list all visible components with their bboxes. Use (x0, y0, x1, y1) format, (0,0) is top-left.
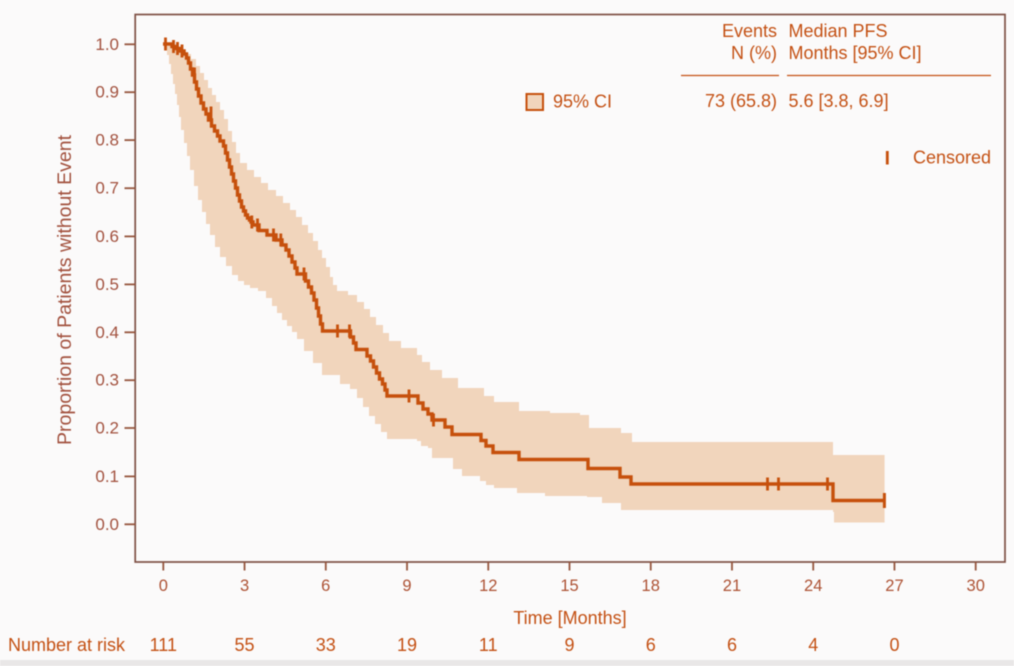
svg-text:111: 111 (150, 635, 177, 655)
svg-text:Events: Events (722, 21, 777, 41)
svg-text:0.3: 0.3 (95, 371, 119, 390)
svg-text:19: 19 (397, 635, 417, 655)
svg-text:0: 0 (889, 635, 899, 655)
svg-text:Number at risk: Number at risk (8, 635, 126, 655)
svg-text:12: 12 (479, 577, 497, 595)
svg-text:1.0: 1.0 (95, 35, 119, 54)
svg-text:Months [95% CI]: Months [95% CI] (789, 43, 922, 63)
svg-text:33: 33 (316, 635, 336, 655)
svg-text:0.7: 0.7 (95, 179, 119, 198)
svg-text:4: 4 (808, 635, 818, 655)
svg-text:30: 30 (967, 577, 985, 595)
svg-text:0: 0 (159, 577, 168, 595)
svg-text:Censored: Censored (913, 148, 991, 168)
svg-text:0.8: 0.8 (95, 131, 119, 150)
svg-text:5.6 [3.8, 6.9]: 5.6 [3.8, 6.9] (789, 91, 889, 111)
svg-text:Median PFS: Median PFS (789, 21, 888, 41)
svg-text:15: 15 (560, 577, 578, 595)
svg-text:9: 9 (564, 635, 574, 655)
svg-text:0.6: 0.6 (95, 227, 119, 246)
svg-text:0.9: 0.9 (95, 83, 119, 102)
svg-text:N (%): N (%) (731, 43, 777, 63)
svg-text:21: 21 (723, 577, 741, 595)
svg-text:6: 6 (321, 577, 330, 595)
svg-text:Proportion of Patients without: Proportion of Patients without Event (54, 134, 76, 445)
svg-text:6: 6 (646, 635, 656, 655)
svg-text:18: 18 (642, 577, 660, 595)
svg-text:95% CI: 95% CI (553, 92, 612, 112)
svg-text:24: 24 (804, 577, 822, 595)
svg-text:55: 55 (235, 635, 255, 655)
svg-text:11: 11 (479, 635, 498, 655)
svg-text:0.0: 0.0 (95, 515, 119, 534)
svg-text:3: 3 (240, 577, 249, 595)
svg-text:9: 9 (402, 577, 411, 595)
svg-text:27: 27 (885, 577, 903, 595)
svg-text:0.5: 0.5 (95, 275, 119, 294)
svg-text:0.4: 0.4 (95, 323, 119, 342)
svg-text:Time [Months]: Time [Months] (513, 608, 626, 628)
svg-text:6: 6 (727, 635, 737, 655)
svg-text:0.1: 0.1 (95, 467, 119, 486)
svg-text:73 (65.8): 73 (65.8) (705, 91, 777, 111)
svg-text:0.2: 0.2 (95, 419, 119, 438)
